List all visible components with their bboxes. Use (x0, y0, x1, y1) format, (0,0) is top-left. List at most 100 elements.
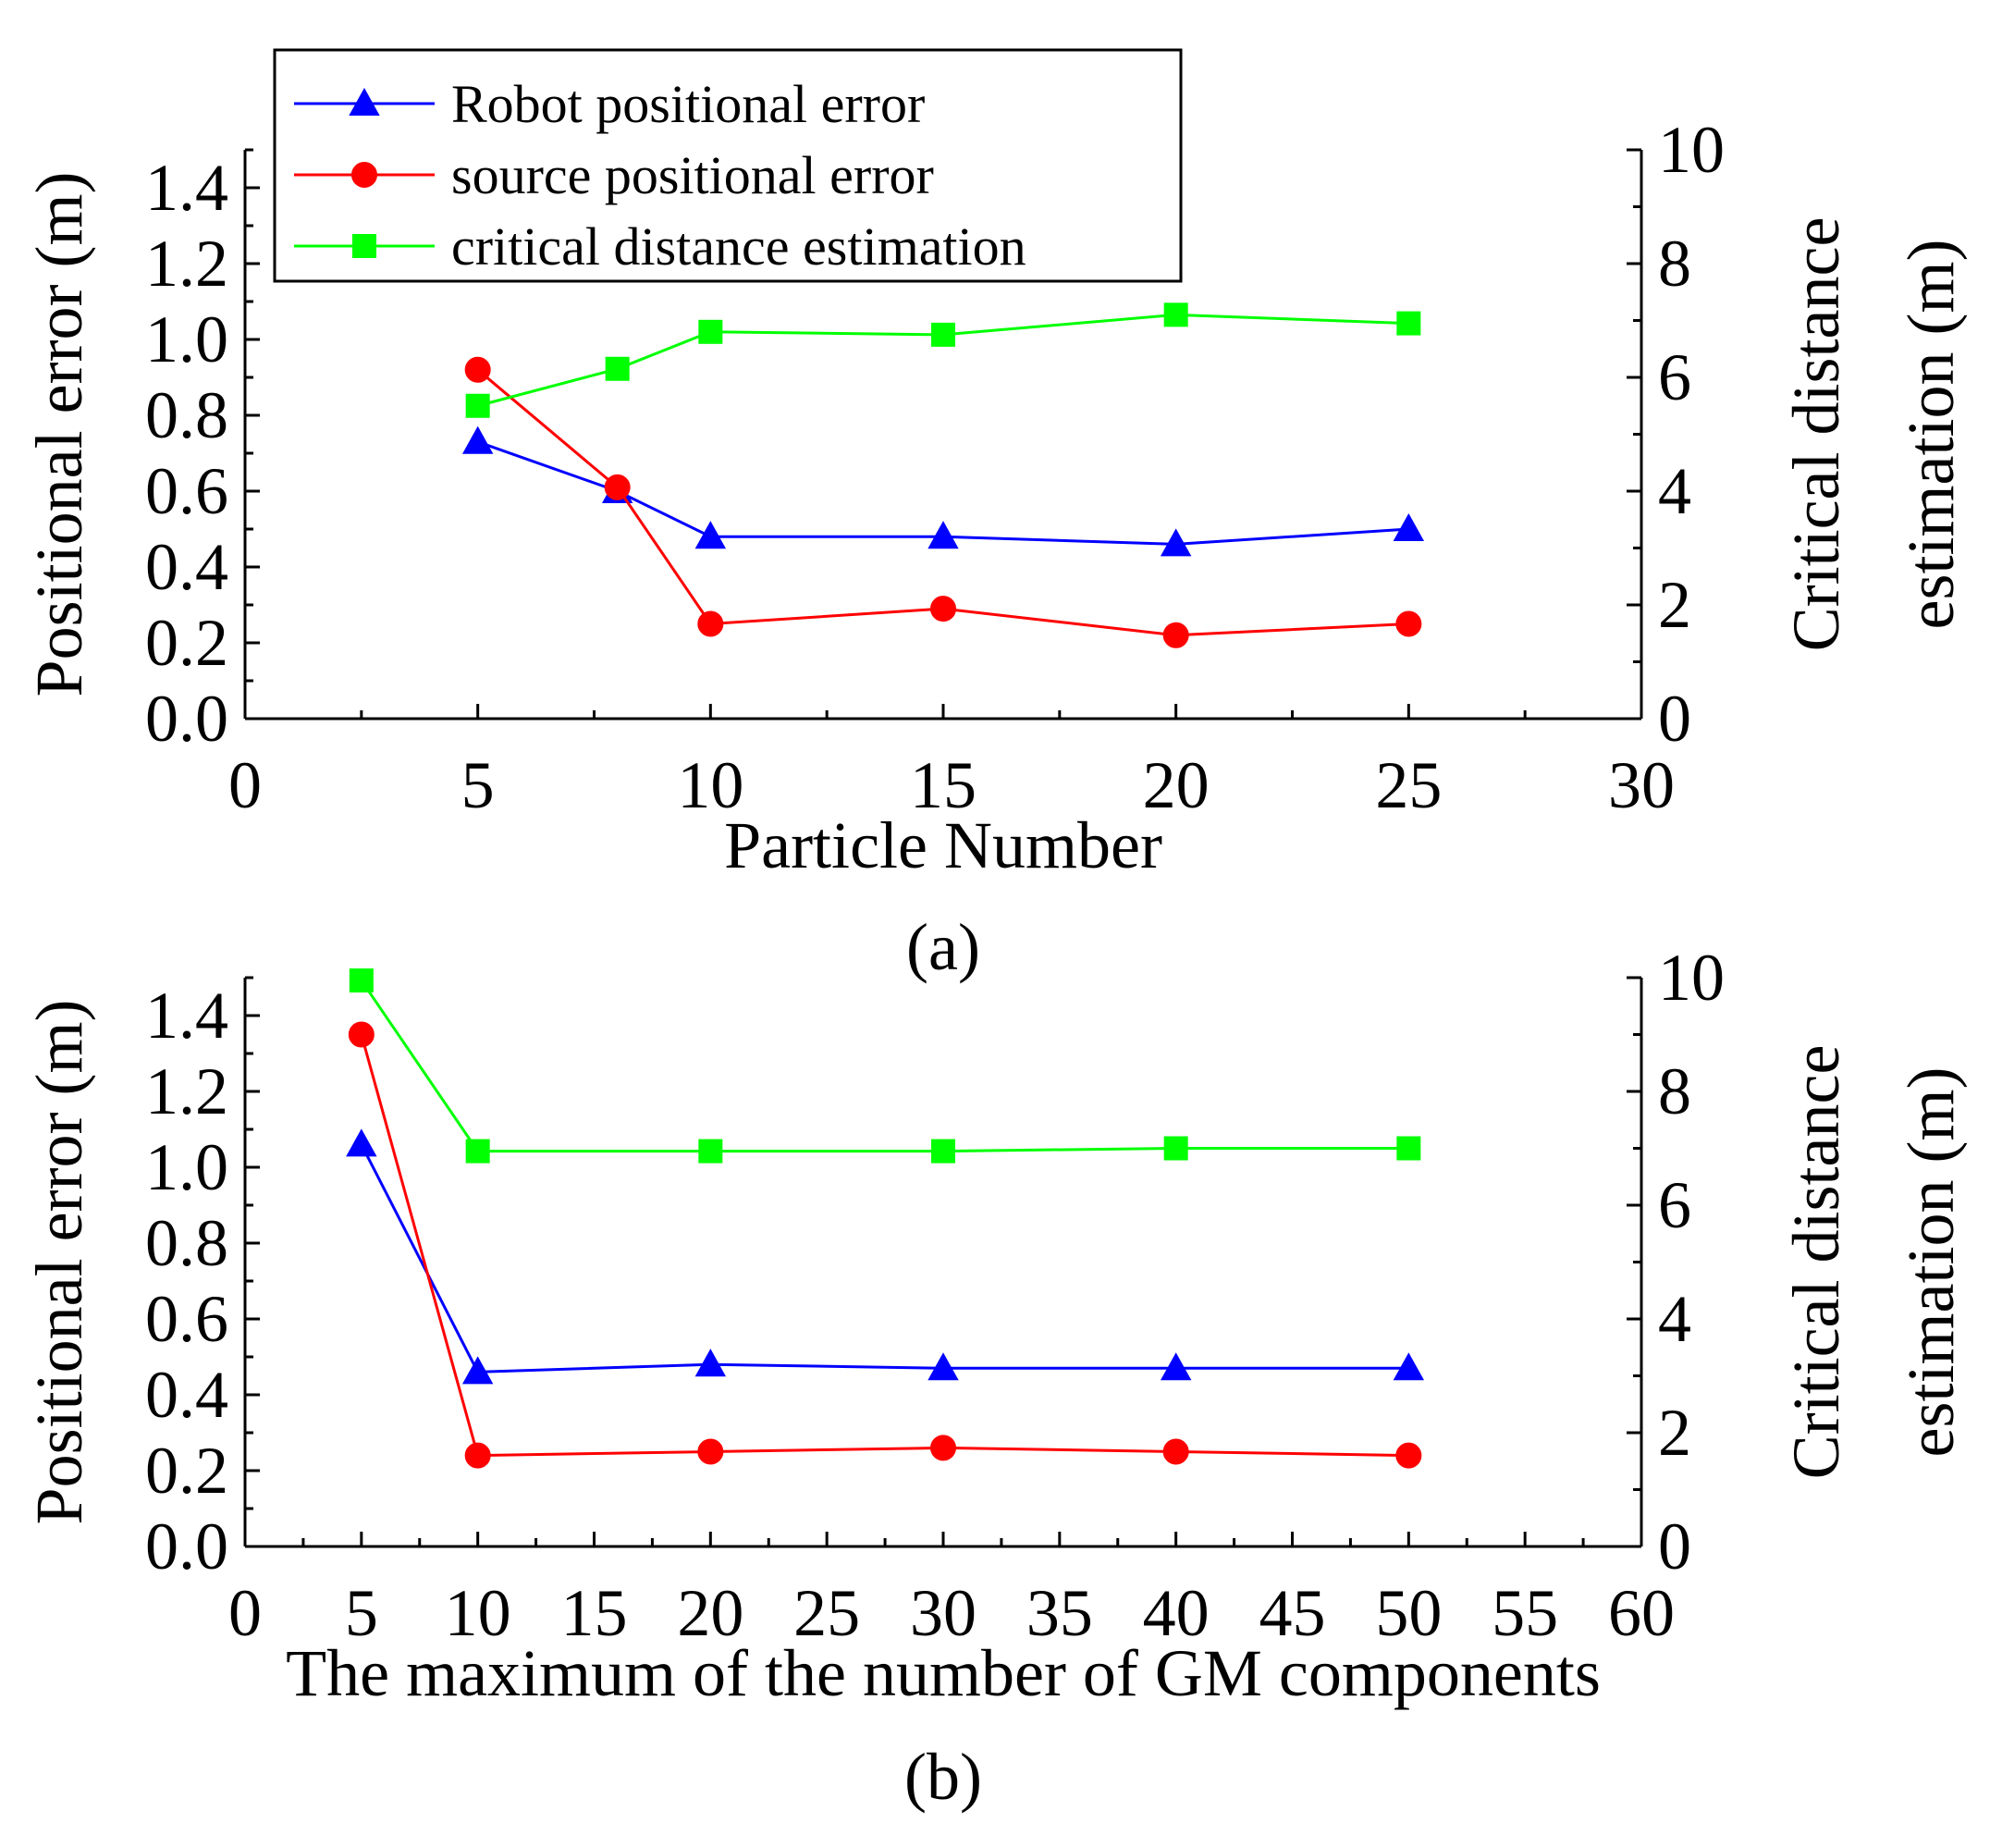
x-tick-label: 10 (677, 748, 743, 822)
data-point-triangle (1160, 1352, 1192, 1381)
data-point-square (1163, 1136, 1188, 1161)
series-critical-distance-estimation (349, 968, 1421, 1164)
chart-panel-b: 0 5 10 15 20 25 30 35 40 45 50 55 600.00.20.40.60.81… (22, 941, 1968, 1814)
data-point-square (352, 234, 376, 258)
left-y-tick-label: 1.4 (145, 151, 228, 225)
data-point-circle (464, 356, 491, 383)
right-y-axis-title-line2: estimation (m) (1894, 240, 1968, 630)
left-y-tick-label: 0.0 (145, 1509, 228, 1583)
data-point-triangle (927, 521, 959, 549)
data-point-triangle (461, 425, 494, 454)
x-tick-label: 20 (677, 1576, 743, 1650)
data-point-circle (930, 1435, 956, 1461)
left-y-tick-label: 1.4 (145, 979, 228, 1053)
data-point-triangle (1160, 528, 1192, 557)
right-y-tick-label: 6 (1658, 340, 1691, 414)
series-robot-positional-error (461, 425, 1425, 557)
legend-entry: critical distance estimation (451, 216, 1026, 277)
data-point-circle (1395, 1442, 1422, 1469)
right-y-tick-label: 2 (1658, 1396, 1691, 1470)
x-tick-label: 20 (1143, 748, 1210, 822)
data-point-circle (351, 162, 377, 188)
x-tick-label: 15 (561, 1576, 628, 1650)
x-tick-label: 15 (910, 748, 977, 822)
left-y-tick-label: 1.2 (145, 227, 228, 301)
x-axis-title: Particle Number (724, 808, 1162, 882)
left-y-tick-label: 1.0 (145, 1130, 228, 1204)
chart-panel-a: 0 5 10 15 20 25 30 0.00.20.40.60.81.01.21.4 0 2 4 6… (22, 48, 1968, 984)
x-tick-label: 30 (910, 1576, 977, 1650)
series-line (360, 1034, 1409, 1458)
right-y-tick-label: 2 (1658, 568, 1691, 642)
right-y-tick-label: 8 (1658, 1054, 1691, 1128)
data-point-square (698, 319, 723, 344)
legend-entry: source positional error (451, 145, 934, 205)
x-tick-label: 35 (1026, 1576, 1093, 1650)
right-y-tick-label: 0 (1658, 1509, 1691, 1583)
right-y-tick-label: 4 (1658, 1282, 1691, 1356)
right-y-axis-title-line1: Critical distance (1779, 217, 1853, 652)
data-point-square (698, 1139, 723, 1164)
series-source-positional-error (348, 1021, 1422, 1469)
x-tick-label: 25 (1375, 748, 1442, 822)
data-point-triangle (346, 1128, 377, 1157)
data-point-square (1396, 311, 1421, 336)
data-point-triangle (1393, 1352, 1425, 1381)
x-tick-label: 5 (461, 748, 495, 822)
data-point-circle (348, 1021, 375, 1048)
left-y-tick-label: 0.2 (145, 606, 228, 680)
data-point-triangle (1393, 512, 1425, 541)
data-point-triangle (694, 1349, 727, 1377)
x-tick-label: 40 (1143, 1576, 1210, 1650)
x-tick-label: 5 (345, 1576, 378, 1650)
left-y-axis-title: Positional error (m) (22, 1000, 96, 1525)
left-y-tick-label: 0.6 (145, 1282, 228, 1356)
data-point-square (349, 968, 374, 993)
left-y-tick-label: 0.4 (145, 1358, 228, 1432)
x-tick-label: 30 (1608, 748, 1675, 822)
data-point-triangle (927, 1352, 959, 1381)
right-y-tick-label: 6 (1658, 1168, 1691, 1242)
left-y-tick-label: 0.8 (145, 1206, 228, 1280)
right-y-tick-label: 0 (1658, 682, 1691, 756)
panel-label: (b) (904, 1740, 982, 1814)
left-y-tick-label: 1.2 (145, 1054, 228, 1128)
right-y-tick-label: 4 (1658, 454, 1691, 528)
data-point-circle (930, 596, 956, 622)
x-tick-label: 0 (228, 1576, 262, 1650)
right-y-tick-label: 8 (1658, 227, 1691, 301)
series-line (476, 368, 1409, 637)
x-tick-label: 0 (228, 748, 262, 822)
data-point-circle (697, 1438, 724, 1465)
series-line (477, 440, 1409, 546)
data-point-circle (464, 1442, 491, 1469)
x-tick-label: 55 (1492, 1576, 1558, 1650)
data-point-square (1396, 1136, 1421, 1161)
x-tick-label: 60 (1608, 1576, 1675, 1650)
data-point-square (1163, 302, 1188, 327)
data-point-circle (604, 474, 631, 500)
series-line (360, 979, 1409, 1153)
legend-entry: Robot positional error (451, 74, 925, 134)
data-point-triangle (461, 1356, 494, 1385)
series-robot-positional-error (346, 1128, 1425, 1385)
left-y-tick-label: 0.6 (145, 454, 228, 528)
data-point-square (931, 322, 955, 347)
series-line (360, 1143, 1409, 1374)
x-axis-title: The maximum of the number of GM componen… (286, 1636, 1601, 1710)
data-point-circle (1395, 610, 1422, 637)
legend-box (273, 48, 1183, 283)
data-point-triangle (349, 87, 380, 116)
left-y-tick-label: 0.8 (145, 378, 228, 452)
series-critical-distance-estimation (465, 302, 1421, 418)
legend: Robot positional error source positional … (273, 48, 1183, 283)
left-y-tick-label: 0.0 (145, 682, 228, 756)
data-point-circle (1162, 622, 1189, 648)
left-y-tick-label: 0.4 (145, 530, 228, 604)
data-point-circle (1162, 1438, 1189, 1465)
x-tick-label: 50 (1375, 1576, 1442, 1650)
data-point-square (465, 1139, 490, 1164)
right-y-axis-title-line1: Critical distance (1779, 1045, 1853, 1480)
data-point-square (931, 1139, 955, 1164)
